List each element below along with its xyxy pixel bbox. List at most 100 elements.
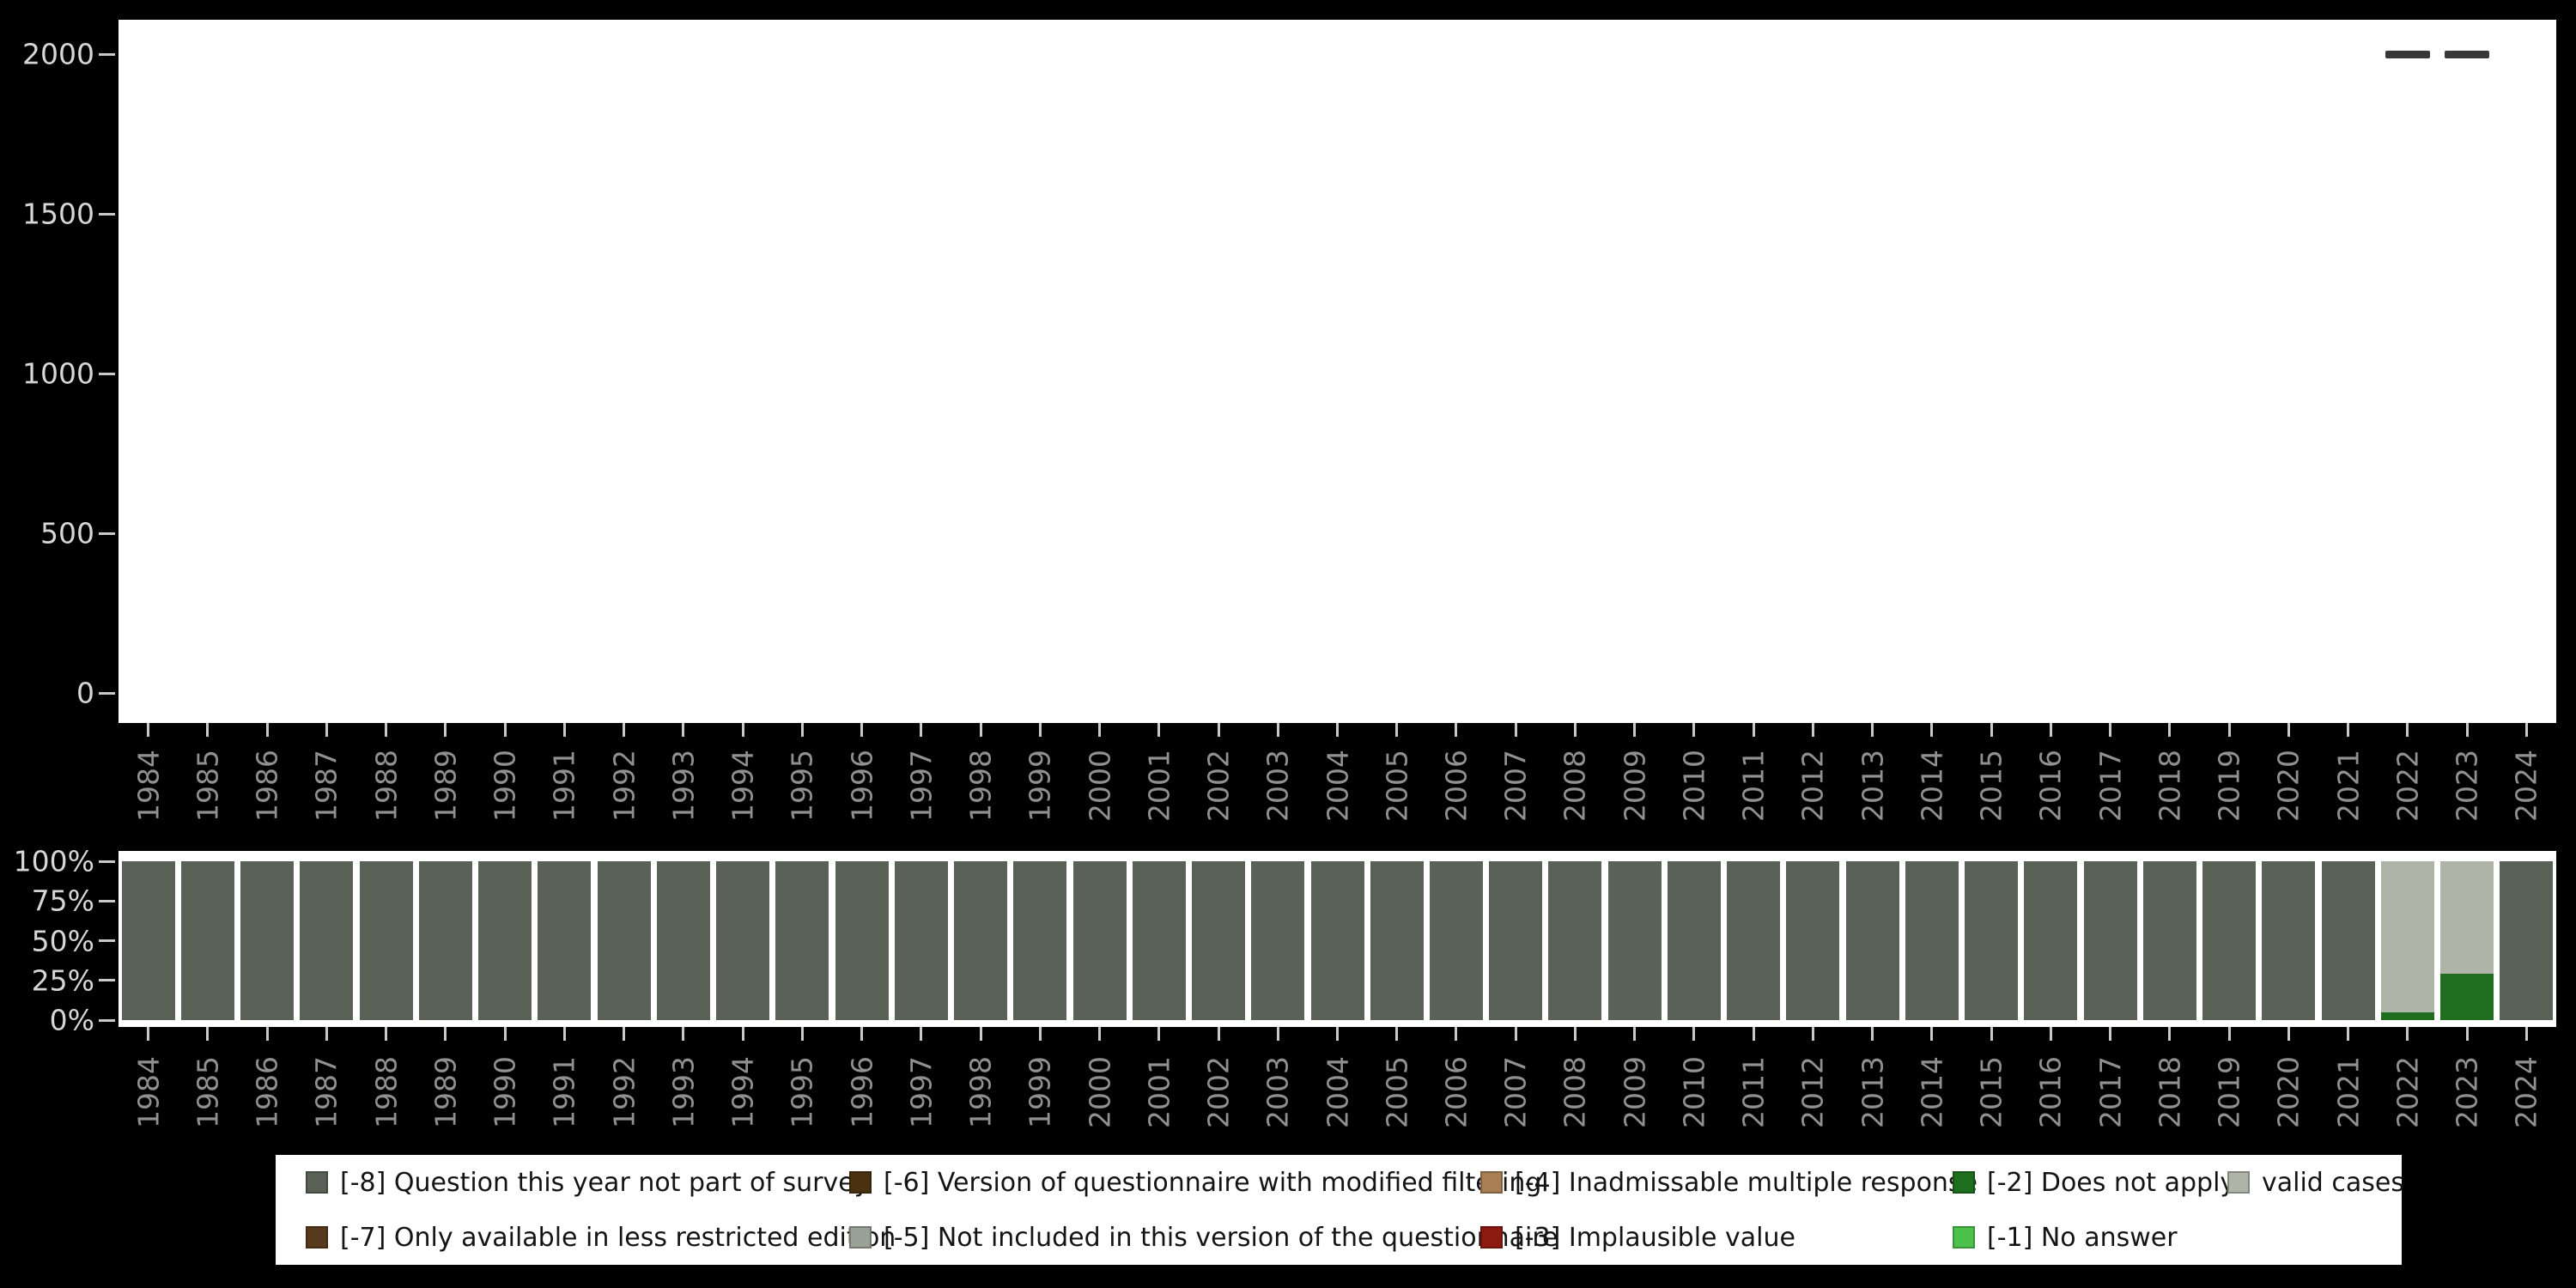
y-axis-tick-label: 75% xyxy=(31,884,94,918)
year-bar xyxy=(1192,861,1245,1020)
x-axis-year-label: 1984 xyxy=(131,750,166,822)
bar-segment--8 xyxy=(2024,861,2078,1020)
x-axis-tick xyxy=(1752,1027,1755,1041)
y-axis-tick xyxy=(99,1018,115,1022)
x-axis-year-label: 2013 xyxy=(1856,750,1890,822)
x-axis-year-label: 1987 xyxy=(309,1056,343,1128)
y-axis-tick xyxy=(99,52,115,56)
bar-segment--8 xyxy=(894,861,948,1020)
cases-count-panel xyxy=(118,20,2556,723)
x-axis-tick xyxy=(503,723,507,737)
x-axis-tick xyxy=(2227,1027,2231,1041)
x-axis-year-label: 2021 xyxy=(2331,750,2366,822)
x-axis-tick xyxy=(325,723,328,737)
y-axis-tick-label: 1000 xyxy=(22,356,94,391)
x-axis-tick xyxy=(265,723,269,737)
y-axis-tick-label: 1500 xyxy=(22,197,94,231)
x-axis-year-label: 2005 xyxy=(1380,750,1414,822)
x-axis-tick xyxy=(1990,723,1993,737)
y-axis-tick-label: 50% xyxy=(31,924,94,957)
x-axis-tick xyxy=(2406,723,2409,737)
bar-segment--8 xyxy=(538,861,592,1020)
x-axis-tick xyxy=(1455,1027,1458,1041)
legend-label: [-2] Does not apply xyxy=(1987,1167,2236,1198)
x-axis-tick xyxy=(1038,723,1042,737)
x-axis-tick xyxy=(444,723,447,737)
x-axis-tick xyxy=(1752,723,1755,737)
x-axis-tick xyxy=(1633,723,1637,737)
x-axis-year-label: 2009 xyxy=(1618,1056,1652,1128)
x-axis-tick xyxy=(920,1027,923,1041)
legend: [-8] Question this year not part of surv… xyxy=(276,1155,2404,1265)
x-axis-tick xyxy=(860,723,864,737)
bar-segment--8 xyxy=(1310,861,1364,1020)
bar-segment--8 xyxy=(1429,861,1483,1020)
legend-item: [-8] Question this year not part of surv… xyxy=(295,1168,869,1198)
x-axis-tick xyxy=(147,1027,150,1041)
bar-segment-valid xyxy=(2440,861,2494,975)
year-bar xyxy=(180,861,234,1020)
year-bar xyxy=(1251,861,1305,1020)
legend-item: valid cases xyxy=(2217,1168,2404,1198)
x-axis-tick xyxy=(1573,723,1577,737)
bar-segment--8 xyxy=(1667,861,1721,1020)
legend-swatch xyxy=(2227,1171,2250,1194)
y-axis-tick-label: 0 xyxy=(76,676,94,710)
year-bar xyxy=(359,861,413,1020)
x-axis-tick xyxy=(1395,1027,1399,1041)
y-axis-tick xyxy=(99,860,115,863)
x-axis-year-label: 1990 xyxy=(488,750,522,822)
x-axis-year-label: 1997 xyxy=(904,750,939,822)
x-axis-year-label: 1987 xyxy=(309,750,343,822)
legend-swatch xyxy=(306,1171,328,1194)
x-axis-tick xyxy=(385,723,388,737)
x-axis-tick xyxy=(2168,1027,2172,1041)
x-axis-year-label: 1993 xyxy=(666,1056,701,1128)
bar-segment--8 xyxy=(180,861,234,1020)
x-axis-tick xyxy=(1811,723,1814,737)
x-axis-year-label: 2019 xyxy=(2212,750,2246,822)
x-axis-year-label: 2014 xyxy=(1915,1056,1949,1128)
x-axis-year-label: 2015 xyxy=(1974,750,2008,822)
x-axis-tick xyxy=(2287,723,2290,737)
bar-segment--8 xyxy=(2083,861,2137,1020)
x-axis-tick xyxy=(2227,723,2231,737)
x-axis-tick xyxy=(1573,1027,1577,1041)
x-axis-year-label: 1999 xyxy=(1023,750,1057,822)
year-bar xyxy=(1370,861,1424,1020)
x-axis-tick xyxy=(741,1027,744,1041)
year-bar xyxy=(1965,861,2019,1020)
y-axis-tick xyxy=(99,372,115,375)
bar-segment--8 xyxy=(1192,861,1245,1020)
x-axis-tick xyxy=(1336,723,1339,737)
x-axis-year-label: 1995 xyxy=(785,750,819,822)
year-bar xyxy=(2142,861,2196,1020)
x-axis-year-label: 2006 xyxy=(1439,750,1473,822)
bar-segment-valid xyxy=(2380,861,2434,1012)
bar-segment--8 xyxy=(1370,861,1424,1020)
y-axis-tick xyxy=(99,899,115,902)
year-bar xyxy=(1310,861,1364,1020)
legend-label: [-6] Version of questionnaire with modif… xyxy=(884,1167,1542,1198)
x-axis-tick xyxy=(2049,1027,2052,1041)
x-axis-year-label: 2003 xyxy=(1261,1056,1295,1128)
year-bar xyxy=(1667,861,1721,1020)
x-axis-tick xyxy=(682,723,685,737)
year-bar xyxy=(1013,861,1067,1020)
x-axis-year-label: 2004 xyxy=(1321,1056,1354,1128)
year-bar xyxy=(716,861,770,1020)
x-axis-year-label: 2005 xyxy=(1380,1056,1414,1128)
legend-swatch xyxy=(849,1171,872,1194)
year-bar xyxy=(418,861,472,1020)
x-axis-year-label: 1992 xyxy=(607,1056,641,1128)
x-axis-tick xyxy=(741,723,744,737)
bar-segment--8 xyxy=(1786,861,1840,1020)
x-axis-year-label: 2024 xyxy=(2509,1056,2543,1128)
x-axis-year-label: 2024 xyxy=(2509,750,2543,822)
x-axis-year-label: 1993 xyxy=(666,750,701,822)
x-axis-tick xyxy=(2347,723,2350,737)
year-bar xyxy=(1548,861,1602,1020)
case-count-dash-marker xyxy=(2385,50,2430,58)
year-bar xyxy=(1607,861,1662,1020)
y-axis-tick xyxy=(99,532,115,535)
